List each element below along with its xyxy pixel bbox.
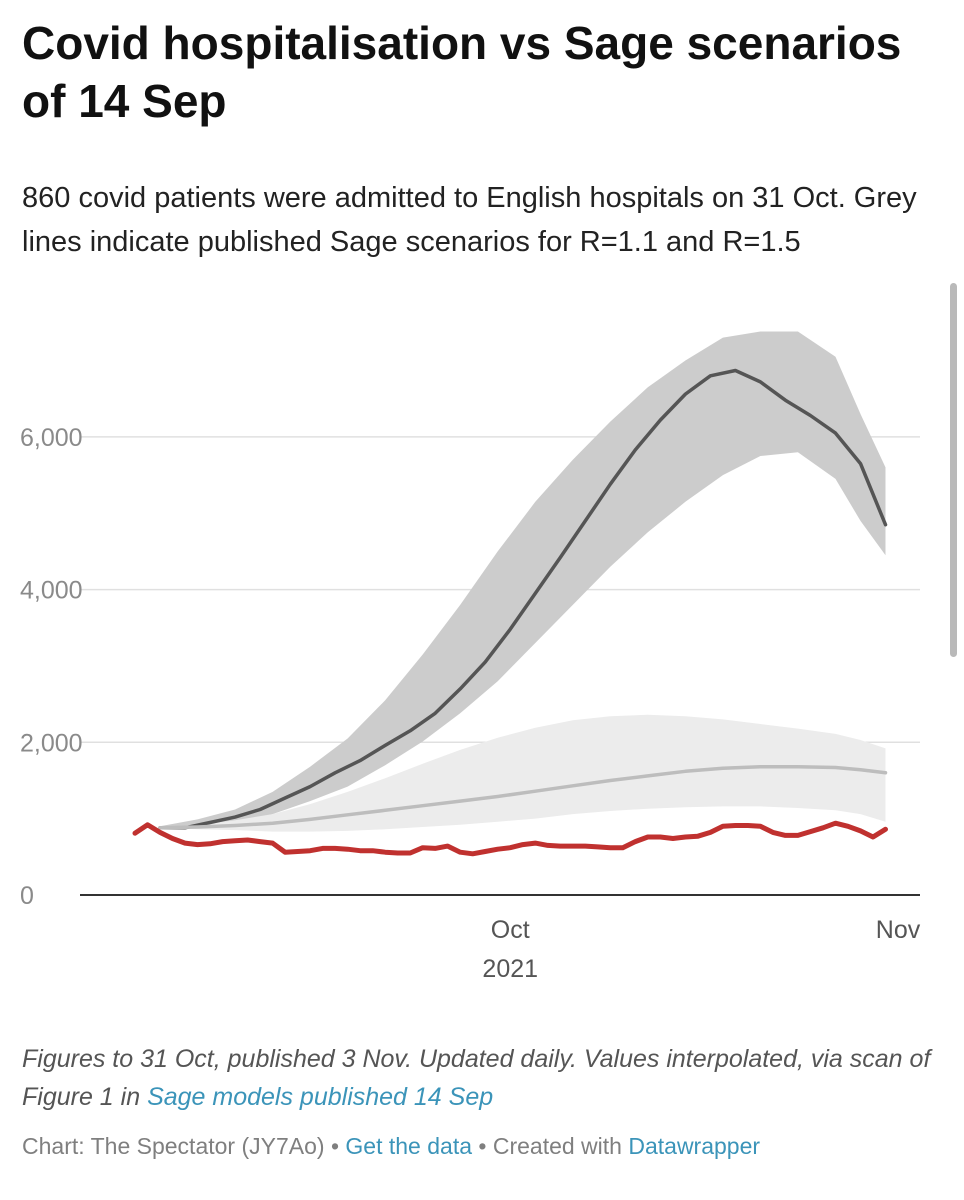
axes: 0 2,000 4,000 6,000 Oct 2021 Nov [20, 424, 921, 983]
x-tick-label: Oct [491, 916, 530, 944]
chart-title: Covid hospitalisation vs Sage scenarios … [22, 17, 902, 127]
chart-subtitle: 860 covid patients were admitted to Engl… [22, 182, 917, 258]
separator: • [478, 1133, 487, 1159]
chart-credit: Chart: The Spectator (JY7Ao) • Get the d… [22, 1128, 942, 1164]
series-4-line [132, 820, 888, 857]
chart-notes: Figures to 31 Oct, published 3 Nov. Upda… [22, 1040, 942, 1116]
series-1-band [160, 331, 886, 828]
separator: • [330, 1133, 340, 1159]
x-tick-sublabel: 2021 [482, 955, 538, 983]
series-0-line [158, 368, 888, 830]
series-lines [132, 368, 888, 857]
series-3-band [160, 714, 886, 832]
y-tick-label: 4,000 [20, 577, 83, 605]
scenario-bands [160, 331, 886, 832]
get-the-data-link[interactable]: Get the data [345, 1133, 472, 1159]
datawrapper-link[interactable]: Datawrapper [628, 1133, 761, 1159]
scrollbar[interactable] [950, 283, 957, 657]
notes-text: Figures to 31 Oct, published 3 Nov. Upda… [22, 1045, 931, 1111]
y-tick-label: 6,000 [20, 424, 83, 452]
y-tick-label: 0 [20, 882, 34, 910]
y-tick-label: 2,000 [20, 729, 83, 757]
line-chart: 0 2,000 4,000 6,000 Oct 2021 Nov [20, 331, 921, 983]
x-tick-label: Nov [876, 916, 921, 944]
sage-models-link[interactable]: Sage models published 14 Sep [147, 1083, 494, 1111]
series-2-line [158, 764, 888, 830]
created-with-text: Created with [492, 1133, 622, 1159]
credit-source: Chart: The Spectator (JY7Ao) [22, 1133, 325, 1159]
